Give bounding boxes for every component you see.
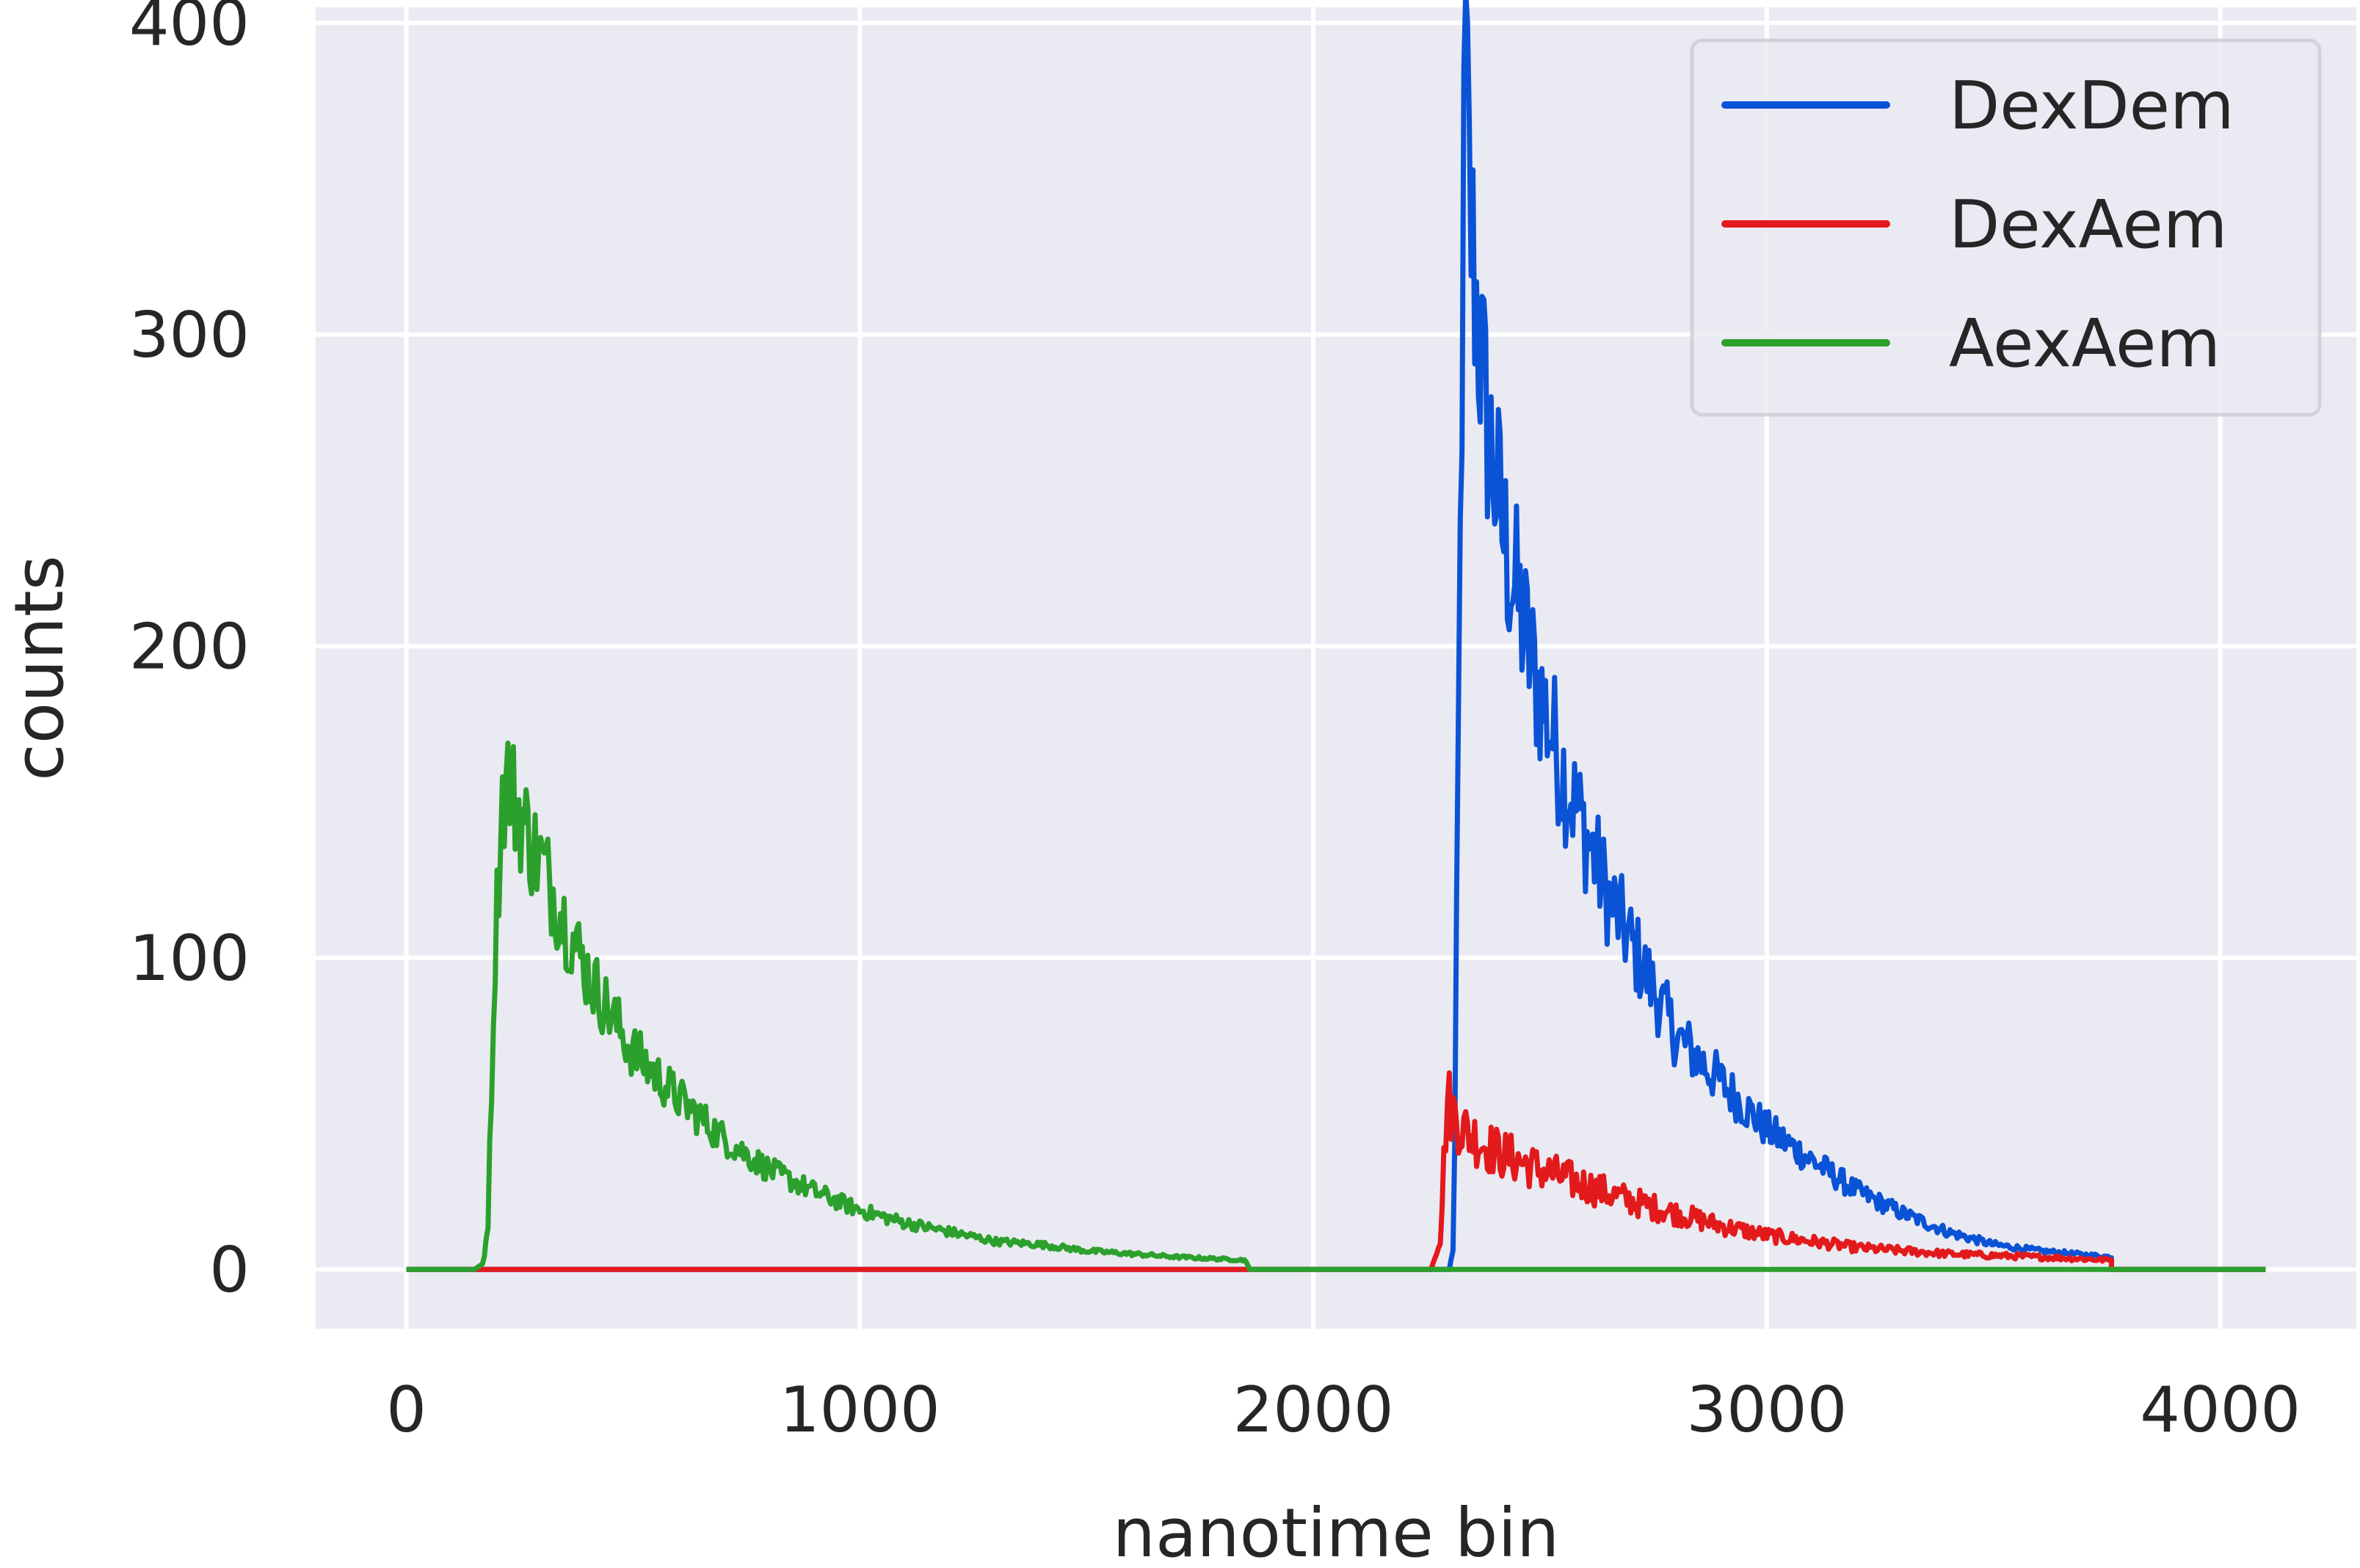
x-tick-label: 2000 <box>1233 1373 1394 1447</box>
y-tick-label: 0 <box>209 1233 250 1307</box>
legend: DexDem DexAem AexAem <box>1690 38 2322 417</box>
legend-label-dexdem: DexDem <box>1949 68 2234 145</box>
series-lines <box>405 0 2267 1272</box>
series-line-aexaem <box>405 740 2267 1272</box>
y-tick-label: 300 <box>129 299 250 372</box>
legend-label-aexaem: AexAem <box>1949 305 2221 382</box>
legend-box <box>1690 38 2322 417</box>
x-tick-labels: 0 1000 2000 3000 4000 <box>386 1373 2301 1447</box>
x-tick-label: 3000 <box>1686 1373 1847 1447</box>
y-tick-label: 100 <box>129 922 250 995</box>
y-tick-label: 200 <box>129 610 250 683</box>
x-axis-label: nanotime bin <box>1113 1494 1560 1568</box>
x-tick-label: 4000 <box>2140 1373 2301 1447</box>
x-tick-label: 0 <box>386 1373 426 1447</box>
y-axis-label: counts <box>0 555 79 781</box>
legend-label-dexaem: DexAem <box>1949 186 2227 264</box>
y-tick-labels: 0 100 200 300 400 <box>129 0 250 1307</box>
y-tick-label: 400 <box>129 0 250 60</box>
x-tick-label: 1000 <box>780 1373 940 1447</box>
